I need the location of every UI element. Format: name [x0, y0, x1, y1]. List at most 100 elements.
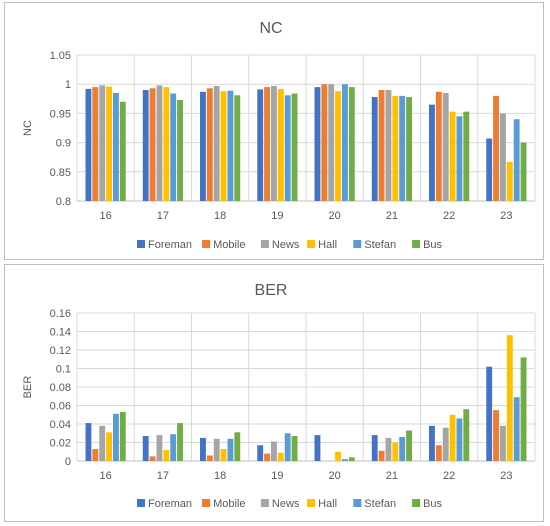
ber-x-tick-label: 18: [214, 470, 226, 482]
ber-legend-label-news: News: [272, 498, 300, 510]
ber-bar-news: [500, 425, 506, 461]
nc-bar-news: [500, 113, 506, 201]
nc-bar-news: [385, 90, 392, 201]
nc-bar-hall: [335, 91, 341, 201]
ber-bar-stefan: [341, 459, 348, 461]
nc-x-tick-label: 20: [329, 210, 341, 222]
ber-x-tick-label: 21: [386, 470, 398, 482]
ber-legend-swatch-hall: [307, 499, 316, 507]
nc-bar-bus: [177, 99, 183, 201]
nc-legend-swatch-foreman: [137, 240, 145, 248]
nc-bar-bus: [463, 111, 470, 201]
nc-bar-mobile: [378, 90, 385, 201]
ber-bar-news: [213, 438, 220, 461]
nc-x-tick-label: 17: [157, 210, 169, 222]
nc-bar-news: [328, 84, 335, 201]
ber-bar-foreman: [85, 423, 92, 461]
nc-legend-swatch-stefan: [353, 240, 362, 248]
nc-bar-news: [442, 92, 449, 201]
ber-bar-bus: [463, 409, 470, 461]
ber-y-tick-label: 0.04: [50, 419, 71, 431]
ber-y-tick-label: 0.06: [50, 401, 71, 413]
nc-bar-foreman: [142, 90, 149, 201]
nc-x-tick-label: 22: [443, 210, 455, 222]
ber-legend-label-mobile: Mobile: [213, 498, 245, 510]
ber-bar-stefan: [456, 418, 463, 461]
ber-bar-foreman: [142, 436, 149, 461]
ber-legend-swatch-stefan: [353, 499, 362, 507]
ber-legend-swatch-news: [260, 499, 269, 507]
nc-bar-foreman: [371, 97, 378, 201]
nc-bar-bus: [520, 142, 527, 201]
ber-y-tick-label: 0.14: [50, 327, 71, 339]
ber-x-tick-label: 17: [157, 470, 169, 482]
nc-bar-hall: [506, 161, 513, 201]
ber-y-tick-label: 0.16: [50, 308, 71, 320]
ber-legend-swatch-foreman: [137, 499, 145, 507]
nc-bar-stefan: [456, 116, 463, 201]
ber-x-tick-label: 23: [500, 470, 512, 482]
ber-bar-news: [385, 437, 392, 461]
ber-y-tick-label: 0.12: [50, 345, 71, 357]
nc-chart-title: NC: [259, 20, 282, 37]
ber-bar-foreman: [200, 437, 206, 461]
ber-bar-foreman: [257, 445, 264, 461]
ber-bar-stefan: [399, 436, 406, 461]
ber-bar-mobile: [435, 445, 442, 461]
ber-bar-hall: [163, 449, 170, 461]
nc-x-tick-label: 18: [214, 210, 226, 222]
ber-x-tick-label: 22: [443, 470, 455, 482]
nc-bar-mobile: [435, 91, 442, 201]
nc-bar-news: [213, 85, 220, 201]
ber-bar-hall: [335, 451, 341, 461]
ber-bar-bus: [119, 411, 126, 461]
ber-bar-stefan: [513, 397, 520, 461]
nc-legend-swatch-news: [260, 240, 269, 248]
nc-chart: NC NC 0.8 0.85 0.9 0.95 1 1.05 16 17 18 19 20 21 22 23 F…: [22, 20, 536, 251]
ber-y-tick-label: 0.08: [50, 382, 71, 394]
ber-legend-label-hall: Hall: [318, 498, 337, 510]
nc-legend-swatch-mobile: [202, 240, 211, 248]
ber-bar-news: [271, 441, 277, 461]
ber-bar-hall: [392, 442, 399, 461]
nc-bar-foreman: [429, 104, 435, 201]
ber-bar-news: [156, 435, 163, 461]
ber-bar-foreman: [314, 435, 321, 461]
ber-legend-label-bus: Bus: [423, 498, 442, 510]
nc-legend-label-stefan: Stefan: [364, 239, 396, 251]
nc-bar-foreman: [486, 138, 493, 201]
nc-bar-stefan: [112, 92, 119, 201]
nc-x-tick-label: 21: [386, 210, 398, 222]
nc-x-tick-label: 23: [500, 210, 512, 222]
nc-bar-foreman: [257, 89, 264, 201]
nc-y-tick-label: 1: [65, 79, 71, 91]
nc-bar-mobile: [264, 87, 271, 201]
nc-chart-panel: NC NC 0.8 0.85 0.9 0.95 1 1.05 16 17 18 19 20 21 22 23 F…: [4, 2, 544, 260]
nc-bar-mobile: [321, 84, 328, 201]
ber-bar-bus: [348, 457, 355, 461]
nc-bar-foreman: [200, 91, 206, 201]
ber-bar-bus: [291, 436, 298, 461]
ber-chart-title: BER: [255, 282, 288, 299]
nc-bar-bus: [234, 95, 241, 201]
ber-bar-foreman: [371, 435, 378, 461]
nc-x-tick-label: 16: [100, 210, 112, 222]
ber-legend-label-stefan: Stefan: [364, 498, 396, 510]
nc-bar-mobile: [206, 88, 213, 201]
nc-bar-stefan: [284, 95, 291, 201]
nc-y-tick-label: 0.85: [50, 167, 71, 179]
nc-x-tick-label: 19: [271, 210, 283, 222]
ber-y-tick-label: 0.02: [50, 438, 71, 450]
ber-x-tick-label: 19: [271, 470, 283, 482]
nc-y-axis-label: NC: [22, 120, 34, 136]
nc-bar-hall: [449, 111, 456, 201]
nc-bar-hall: [277, 88, 284, 201]
ber-chart: BER BER 0 0.02 0.04 0.06 0.08 0.1 0.12 0.14 0.16 16…: [22, 282, 536, 510]
ber-bar-mobile: [264, 453, 271, 461]
nc-bar-news: [99, 85, 106, 201]
ber-bar-stefan: [112, 413, 119, 461]
nc-bar-news: [156, 85, 163, 201]
ber-x-tick-label: 16: [100, 470, 112, 482]
ber-bar-bus: [177, 423, 183, 461]
nc-bar-stefan: [513, 119, 520, 201]
